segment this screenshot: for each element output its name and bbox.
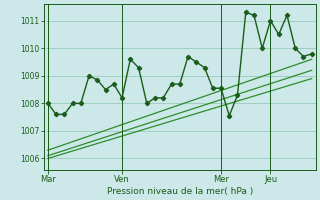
X-axis label: Pression niveau de la mer( hPa ): Pression niveau de la mer( hPa ) [107, 187, 253, 196]
